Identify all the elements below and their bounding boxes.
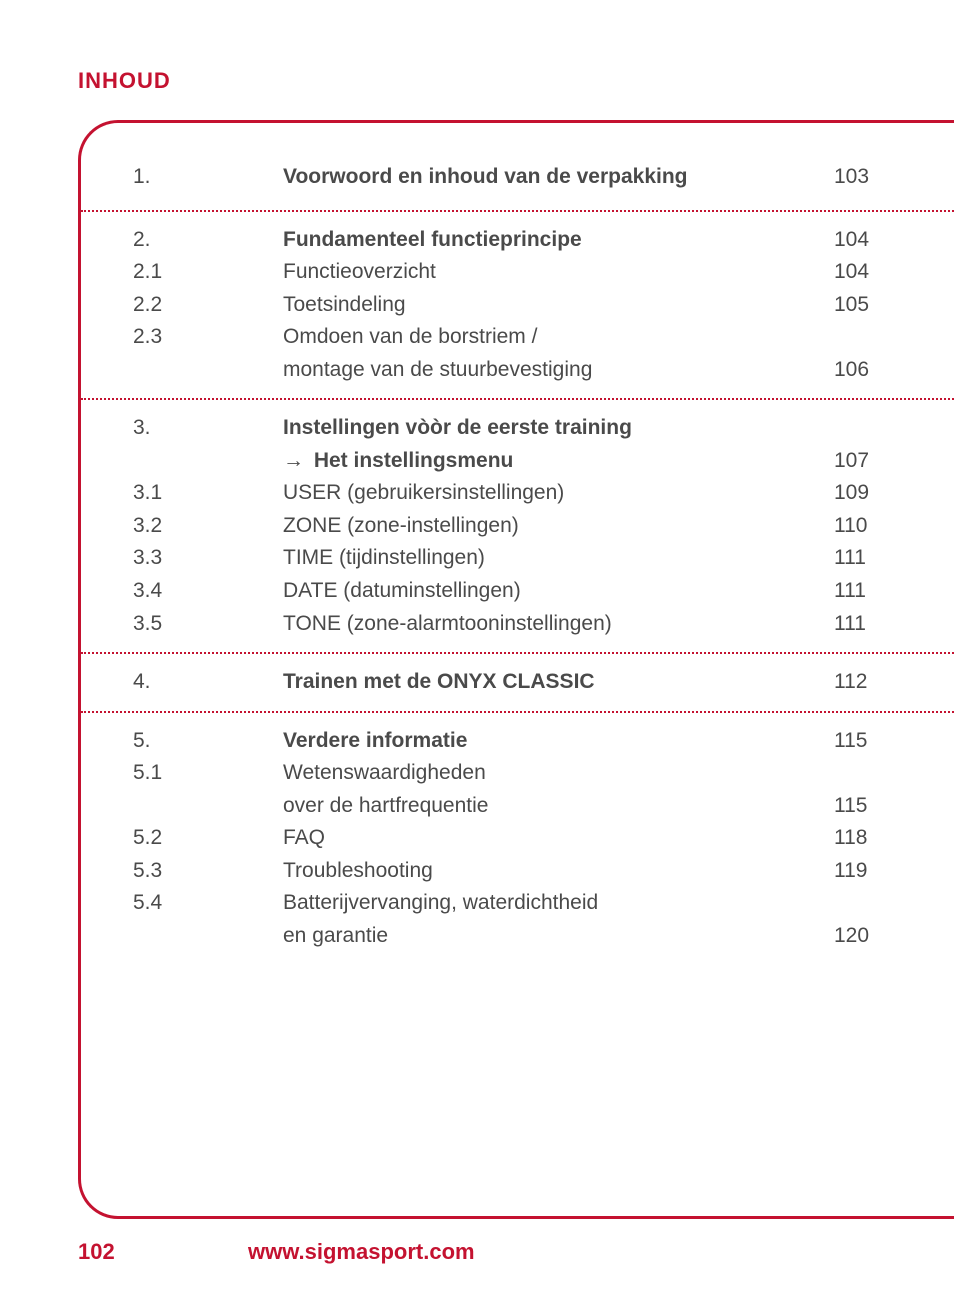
- toc-page: 115: [834, 790, 914, 823]
- footer-url: www.sigmasport.com: [248, 1239, 475, 1265]
- toc-row: 3.3TIME (tijdinstellingen)111: [133, 542, 914, 575]
- toc-row-continuation: montage van de stuurbevestiging106: [133, 354, 914, 387]
- arrow-right-icon: →: [283, 449, 304, 472]
- toc-number: 2.: [133, 224, 283, 257]
- toc-row: 3.5TONE (zone-alarmtooninstellingen)111: [133, 608, 914, 641]
- toc-title: Verdere informatie: [283, 725, 834, 758]
- toc-number: 5.4: [133, 887, 283, 920]
- toc-title: FAQ: [283, 822, 834, 855]
- toc-title: Wetenswaardigheden: [283, 757, 834, 790]
- section-divider: [81, 210, 954, 212]
- toc-page: 107: [834, 445, 914, 478]
- toc-page: 111: [834, 575, 914, 608]
- toc-page: 106: [834, 354, 914, 387]
- page-header: INHOUD: [78, 68, 171, 94]
- toc-page: 119: [834, 855, 914, 888]
- section-divider: [81, 711, 954, 713]
- toc-title: Batterijvervanging, waterdichtheid: [283, 887, 834, 920]
- section-divider: [81, 398, 954, 400]
- toc-number: 3.5: [133, 608, 283, 641]
- toc-row: 5.3Troubleshooting119: [133, 855, 914, 888]
- toc-row-continuation: en garantie120: [133, 920, 914, 953]
- toc-row: 3.1USER (gebruikersinstellingen)109: [133, 477, 914, 510]
- toc-number: 2.2: [133, 289, 283, 322]
- toc-title: TONE (zone-alarmtooninstellingen): [283, 608, 834, 641]
- toc-row: 2.2Toetsindeling105: [133, 289, 914, 322]
- section-divider: [81, 652, 954, 654]
- toc-row: 5.Verdere informatie115: [133, 725, 914, 758]
- toc-page: 104: [834, 256, 914, 289]
- toc-page: 115: [834, 725, 914, 758]
- toc-number: 1.: [133, 161, 283, 194]
- toc-row: 1.Voorwoord en inhoud van de verpakking1…: [133, 161, 914, 194]
- toc-number: 2.1: [133, 256, 283, 289]
- toc-title: Omdoen van de borstriem /: [283, 321, 834, 354]
- toc-row: 2.3Omdoen van de borstriem /: [133, 321, 914, 354]
- toc-title: Fundamenteel functieprincipe: [283, 224, 834, 257]
- toc-title: Voorwoord en inhoud van de verpakking: [283, 161, 834, 194]
- toc-number: 2.3: [133, 321, 283, 354]
- toc-page: 103: [834, 161, 914, 194]
- toc-row: 5.2FAQ118: [133, 822, 914, 855]
- toc-subtitle: → Het instellingsmenu: [283, 445, 834, 478]
- toc-title-line2: en garantie: [283, 920, 834, 953]
- toc-number: 3.4: [133, 575, 283, 608]
- toc-row: 2.Fundamenteel functieprincipe104: [133, 224, 914, 257]
- toc-title: Troubleshooting: [283, 855, 834, 888]
- toc-row: 4.Trainen met de ONYX CLASSIC112: [133, 666, 914, 699]
- toc-page: 105: [834, 289, 914, 322]
- toc-page: 111: [834, 542, 914, 575]
- toc-page: 109: [834, 477, 914, 510]
- toc-number: 5.2: [133, 822, 283, 855]
- footer-page-number: 102: [78, 1239, 248, 1265]
- toc-number: 3.2: [133, 510, 283, 543]
- toc-title-line2: over de hartfrequentie: [283, 790, 834, 823]
- toc-title: Trainen met de ONYX CLASSIC: [283, 666, 834, 699]
- toc-row: 3.Instellingen vòòr de eerste training: [133, 412, 914, 445]
- toc-subtitle-row: → Het instellingsmenu107: [133, 445, 914, 478]
- toc-page: 118: [834, 822, 914, 855]
- toc-page: 111: [834, 608, 914, 641]
- toc-number: 4.: [133, 666, 283, 699]
- toc-page: 104: [834, 224, 914, 257]
- toc-title: TIME (tijdinstellingen): [283, 542, 834, 575]
- toc-row: 2.1Functieoverzicht104: [133, 256, 914, 289]
- toc-row: 3.2ZONE (zone-instellingen)110: [133, 510, 914, 543]
- toc-row: 5.4Batterijvervanging, waterdichtheid: [133, 887, 914, 920]
- toc-title: ZONE (zone-instellingen): [283, 510, 834, 543]
- toc-page: 120: [834, 920, 914, 953]
- header-title: INHOUD: [78, 68, 171, 93]
- toc-number: 5.1: [133, 757, 283, 790]
- toc-number: 5.: [133, 725, 283, 758]
- toc-row: 3.4DATE (datuminstellingen)111: [133, 575, 914, 608]
- toc-container: 1.Voorwoord en inhoud van de verpakking1…: [78, 120, 954, 1219]
- toc-number: 3.1: [133, 477, 283, 510]
- toc-row: 5.1Wetenswaardigheden: [133, 757, 914, 790]
- toc-title: DATE (datuminstellingen): [283, 575, 834, 608]
- toc-number: 5.3: [133, 855, 283, 888]
- toc-title: Toetsindeling: [283, 289, 834, 322]
- toc-title: USER (gebruikersinstellingen): [283, 477, 834, 510]
- toc-title: Instellingen vòòr de eerste training: [283, 412, 834, 445]
- toc-page: 110: [834, 510, 914, 543]
- toc-page: 112: [834, 666, 914, 699]
- toc-number: 3.: [133, 412, 283, 445]
- toc-title: Functieoverzicht: [283, 256, 834, 289]
- toc-row-continuation: over de hartfrequentie115: [133, 790, 914, 823]
- page-footer: 102 www.sigmasport.com: [78, 1239, 876, 1265]
- toc-number: 3.3: [133, 542, 283, 575]
- toc-title-line2: montage van de stuurbevestiging: [283, 354, 834, 387]
